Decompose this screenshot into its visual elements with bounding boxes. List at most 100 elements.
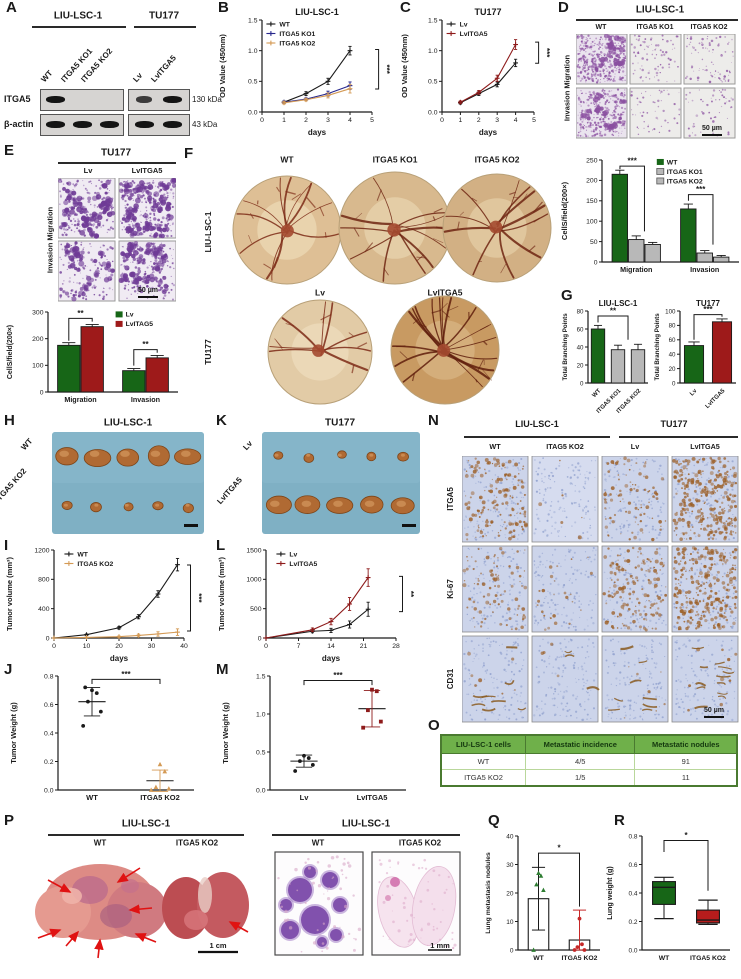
svg-text:100: 100 bbox=[586, 219, 598, 226]
svg-text:1: 1 bbox=[459, 117, 463, 124]
svg-text:Tumor Weight (g): Tumor Weight (g) bbox=[9, 702, 18, 764]
svg-text:days: days bbox=[308, 128, 327, 137]
svg-text:***: *** bbox=[628, 157, 638, 166]
svg-text:LvITGA5: LvITGA5 bbox=[289, 561, 317, 568]
svg-text:10: 10 bbox=[83, 643, 91, 650]
svg-text:1000: 1000 bbox=[246, 577, 261, 584]
svg-text:LIU-LSC-1: LIU-LSC-1 bbox=[295, 7, 339, 17]
svg-text:0.6: 0.6 bbox=[44, 702, 54, 709]
panel-o-letter: O bbox=[428, 718, 440, 733]
svg-text:200: 200 bbox=[32, 336, 44, 343]
svg-text:20: 20 bbox=[115, 643, 123, 650]
blot-band bbox=[135, 121, 154, 128]
svg-text:**: ** bbox=[77, 309, 84, 318]
svg-text:0: 0 bbox=[594, 259, 598, 266]
svg-text:0.4: 0.4 bbox=[44, 730, 54, 737]
svg-text:ITGA5 KO2: ITGA5 KO2 bbox=[77, 561, 113, 568]
svg-text:***: *** bbox=[333, 671, 343, 680]
svg-text:**: ** bbox=[142, 340, 149, 349]
svg-text:CellS/field(200×): CellS/field(200×) bbox=[7, 325, 14, 379]
e-transwell-images bbox=[58, 178, 176, 307]
svg-text:LIU-LSC-1: LIU-LSC-1 bbox=[599, 299, 638, 308]
panel-p-left-underline bbox=[48, 834, 244, 836]
svg-text:WT: WT bbox=[86, 793, 98, 802]
svg-text:***: *** bbox=[194, 593, 203, 603]
svg-text:4: 4 bbox=[514, 117, 518, 124]
svg-text:days: days bbox=[322, 654, 341, 663]
svg-text:0.0: 0.0 bbox=[256, 787, 266, 794]
panel-h-row-wt: WT bbox=[20, 437, 34, 452]
k-tumor-photo bbox=[262, 432, 420, 539]
panel-k-row-lvitga5: LvITGA5 bbox=[216, 476, 244, 506]
svg-text:***: *** bbox=[382, 65, 391, 75]
svg-text:ITGA5 KO1: ITGA5 KO1 bbox=[279, 31, 315, 38]
table-cell: WT bbox=[441, 754, 526, 770]
svg-text:0.2: 0.2 bbox=[44, 759, 54, 766]
lane-label-wt: WT bbox=[40, 69, 54, 84]
svg-text:Invasion: Invasion bbox=[690, 265, 719, 274]
svg-text:Migration: Migration bbox=[620, 265, 652, 274]
blot-band bbox=[46, 96, 65, 103]
svg-text:0.0: 0.0 bbox=[428, 109, 438, 116]
panel-k-scalebar bbox=[402, 524, 416, 527]
svg-text:0.5: 0.5 bbox=[248, 79, 258, 86]
svg-text:80: 80 bbox=[669, 323, 676, 330]
svg-text:1500: 1500 bbox=[246, 547, 261, 554]
blot-membrane-itga5-tu bbox=[128, 89, 190, 111]
table-header-cell: LIU-LSC-1 cells bbox=[441, 735, 526, 754]
svg-text:0.0: 0.0 bbox=[248, 109, 258, 116]
svg-text:800: 800 bbox=[38, 577, 50, 584]
svg-text:WT: WT bbox=[667, 159, 678, 166]
svg-text:days: days bbox=[110, 654, 129, 663]
svg-text:1.5: 1.5 bbox=[256, 673, 266, 680]
f-cam-images bbox=[180, 148, 560, 419]
svg-text:60: 60 bbox=[669, 337, 676, 344]
svg-text:1.5: 1.5 bbox=[248, 17, 258, 24]
svg-text:40: 40 bbox=[577, 344, 584, 351]
lane-label-lvitga5: LvITGA5 bbox=[150, 54, 178, 84]
svg-text:0: 0 bbox=[258, 635, 262, 642]
svg-text:LvITGA5: LvITGA5 bbox=[357, 793, 388, 802]
n-ihc-images bbox=[462, 456, 741, 729]
svg-text:30: 30 bbox=[148, 643, 156, 650]
panel-d-underline bbox=[576, 19, 738, 21]
svg-text:2: 2 bbox=[477, 117, 481, 124]
svg-text:0: 0 bbox=[580, 380, 584, 387]
svg-text:Lv: Lv bbox=[289, 551, 297, 558]
svg-text:1.0: 1.0 bbox=[248, 48, 258, 55]
blot-band bbox=[163, 96, 182, 103]
svg-text:ITGA5 KO1: ITGA5 KO1 bbox=[667, 169, 703, 176]
panel-e-underline bbox=[58, 162, 176, 164]
svg-text:14: 14 bbox=[327, 643, 335, 650]
table-cell: 4/5 bbox=[526, 754, 635, 770]
svg-text:21: 21 bbox=[360, 643, 368, 650]
svg-text:3: 3 bbox=[326, 117, 330, 124]
panel-h-scalebar bbox=[184, 524, 198, 527]
panel-h-letter: H bbox=[4, 413, 15, 428]
svg-text:250: 250 bbox=[586, 157, 598, 164]
svg-text:1.0: 1.0 bbox=[256, 711, 266, 718]
svg-text:0: 0 bbox=[52, 643, 56, 650]
panel-n-letter: N bbox=[428, 413, 439, 428]
svg-text:OD Value (450nm): OD Value (450nm) bbox=[218, 34, 227, 98]
svg-text:150: 150 bbox=[586, 198, 598, 205]
svg-text:Tumor volume (mm³): Tumor volume (mm³) bbox=[217, 556, 226, 631]
panel-e-scalebar bbox=[138, 296, 158, 298]
panel-a-letter: A bbox=[6, 0, 17, 15]
panel-n-scalebar bbox=[704, 716, 724, 718]
panel-k-letter: K bbox=[216, 413, 227, 428]
svg-text:1.5: 1.5 bbox=[428, 17, 438, 24]
svg-text:LvITAG5: LvITAG5 bbox=[126, 321, 154, 328]
table-cell: 91 bbox=[635, 754, 737, 770]
svg-text:0: 0 bbox=[260, 117, 264, 124]
blot-row2-size: 43 kDa bbox=[192, 120, 217, 129]
